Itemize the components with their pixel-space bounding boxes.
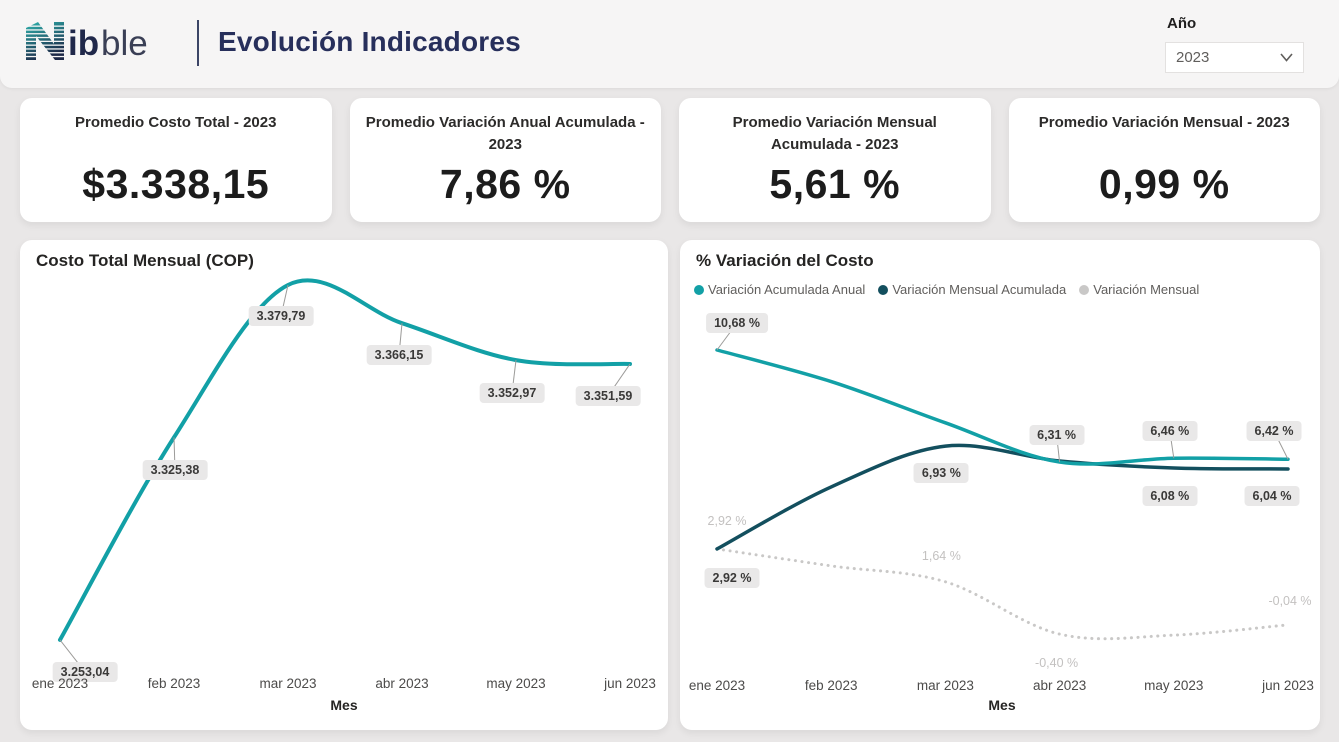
- legend-item-variacion-mensual-acumulada[interactable]: Variación Mensual Acumulada: [878, 282, 1066, 297]
- kpi-title: Promedio Costo Total - 2023: [75, 114, 277, 131]
- legend-label: Variación Mensual Acumulada: [892, 282, 1067, 297]
- x-axis-tick: feb 2023: [804, 678, 858, 693]
- kpi-row: Promedio Costo Total - 2023 $3.338,15 Pr…: [20, 98, 1320, 222]
- kpi-card-costo-total: Promedio Costo Total - 2023 $3.338,15: [20, 98, 332, 222]
- data-label: 3.253,04: [52, 661, 118, 682]
- x-axis-tick: mar 2023: [259, 676, 317, 691]
- x-axis-tick: abr 2023: [375, 676, 429, 691]
- data-label: 3.351,59: [575, 385, 641, 406]
- data-label: -0,40 %: [1035, 656, 1079, 671]
- data-label: 2,92 %: [704, 567, 760, 588]
- chart-legend: Variación Acumulada Anual Variación Mens…: [694, 282, 1199, 297]
- x-axis-tick: abr 2023: [1032, 678, 1087, 693]
- header-divider: [197, 20, 199, 66]
- chevron-down-icon: [1280, 53, 1293, 62]
- legend-item-variacion-mensual[interactable]: Variación Mensual: [1079, 282, 1199, 297]
- kpi-card-variacion-mensual: Promedio Variación Mensual - 2023 0,99 %: [1008, 98, 1320, 222]
- x-axis-tick: jun 2023: [604, 676, 656, 691]
- plot-area[interactable]: [20, 240, 668, 730]
- legend-dot-icon: [694, 284, 704, 295]
- kpi-title: Promedio Variación Mensual Acumulada - 2…: [732, 114, 937, 153]
- nibble-logo: ib ble: [24, 18, 192, 66]
- data-label: 3.366,15: [366, 345, 432, 366]
- data-label: 6,08 %: [1142, 485, 1198, 506]
- chart-costo-total-mensual[interactable]: Costo Total Mensual (COP) 3.253,04 3.325,…: [20, 240, 668, 730]
- data-label: 6,42 %: [1246, 421, 1302, 442]
- page-title: Evolución Indicadores: [218, 26, 521, 57]
- x-axis-tick: ene 2023: [31, 676, 89, 691]
- nibble-logo-mark: [26, 22, 64, 60]
- series-line-1[interactable]: [715, 443, 1290, 551]
- legend-item-variacion-acumulada-anual[interactable]: Variación Acumulada Anual: [694, 282, 865, 297]
- brand-text-bold: ib: [68, 24, 99, 63]
- kpi-value: $3.338,15: [82, 160, 270, 207]
- x-axis-title: Mes: [988, 697, 1016, 713]
- year-filter-dropdown[interactable]: 2023: [1165, 42, 1304, 73]
- data-label: 1,64 %: [921, 548, 961, 563]
- kpi-card-variacion-mensual-acumulada: Promedio Variación Mensual Acumulada - 2…: [679, 98, 991, 222]
- series-line-0[interactable]: [715, 348, 1290, 466]
- data-label: 3.379,79: [248, 306, 314, 326]
- x-axis-tick: feb 2023: [147, 676, 201, 691]
- brand-text-light: ble: [101, 24, 148, 63]
- data-label: 6,93 %: [913, 463, 969, 484]
- x-axis-tick: jun 2023: [1262, 678, 1314, 693]
- x-axis-tick: mar 2023: [916, 678, 974, 693]
- plot-area[interactable]: [680, 240, 1320, 730]
- series-line-2[interactable]: [715, 547, 1290, 641]
- data-label: -0,04 %: [1268, 593, 1312, 608]
- data-label: 2,92 %: [707, 513, 747, 528]
- data-label: 10,68 %: [706, 313, 768, 333]
- year-filter-value: 2023: [1176, 49, 1210, 66]
- data-label: 6,46 %: [1142, 421, 1198, 442]
- legend-label: Variación Mensual: [1093, 282, 1200, 297]
- kpi-value: 7,86 %: [439, 161, 571, 208]
- chart-variacion-del-costo[interactable]: % Variación del Costo Variación Acumulad…: [680, 240, 1320, 730]
- data-label: 6,04 %: [1244, 485, 1300, 506]
- chart-title: Costo Total Mensual (COP): [36, 251, 254, 270]
- nibble-logo-graphic: ib ble: [26, 22, 148, 63]
- data-label: 3.352,97: [479, 383, 545, 404]
- x-axis-title: Mes: [330, 697, 358, 713]
- data-label: 6,31 %: [1029, 425, 1085, 446]
- kpi-value: 5,61 %: [769, 161, 901, 208]
- kpi-title: Promedio Variación Anual Acumulada - 202…: [365, 114, 645, 153]
- legend-dot-icon: [1079, 284, 1090, 295]
- x-axis-tick: ene 2023: [688, 678, 746, 693]
- kpi-value: 0,99 %: [1098, 160, 1230, 207]
- data-label: 3.325,38: [142, 460, 208, 481]
- x-axis-tick: may 2023: [1144, 678, 1204, 693]
- chart-title: % Variación del Costo: [696, 251, 874, 270]
- report-header: ib ble Evolución Indicadores Año 2023: [0, 0, 1339, 88]
- legend-dot-icon: [878, 284, 889, 295]
- kpi-title: Promedio Variación Mensual - 2023: [1038, 114, 1290, 131]
- x-axis-tick: may 2023: [486, 676, 546, 691]
- kpi-card-variacion-anual-acumulada: Promedio Variación Anual Acumulada - 202…: [349, 98, 661, 222]
- legend-label: Variación Acumulada Anual: [708, 282, 866, 297]
- year-filter-label: Año: [1167, 15, 1197, 32]
